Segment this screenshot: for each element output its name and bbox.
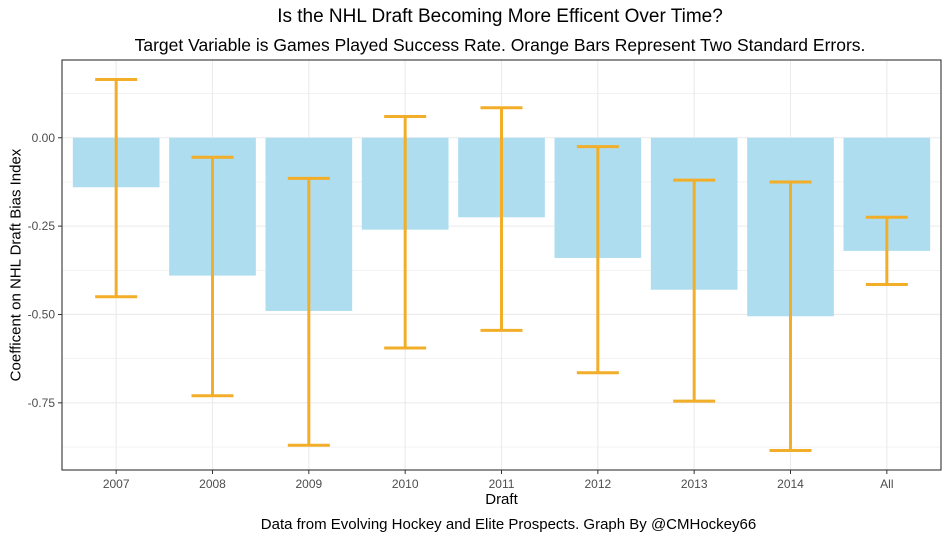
x-tick-label: 2010 <box>392 477 419 491</box>
y-tick-label: -0.25 <box>28 219 56 233</box>
chart-subtitle: Target Variable is Games Played Success … <box>134 35 866 55</box>
x-tick-label: All <box>880 477 893 491</box>
chart-title: Is the NHL Draft Becoming More Efficent … <box>277 6 723 27</box>
y-tick-label: 0.00 <box>32 131 56 145</box>
y-tick-label: -0.50 <box>28 307 56 321</box>
x-tick-label: 2011 <box>489 477 515 491</box>
x-tick-label: 2009 <box>295 477 322 491</box>
chart-caption: Data from Evolving Hockey and Elite Pros… <box>260 516 757 533</box>
y-tick-label: -0.75 <box>28 396 56 410</box>
x-tick-label: 2014 <box>777 477 804 491</box>
x-tick-label: 2013 <box>681 477 708 491</box>
x-tick-label: 2008 <box>199 477 226 491</box>
x-axis-label: Draft <box>485 491 518 508</box>
x-tick-label: 2007 <box>103 477 130 491</box>
x-tick-label: 2012 <box>584 477 611 491</box>
